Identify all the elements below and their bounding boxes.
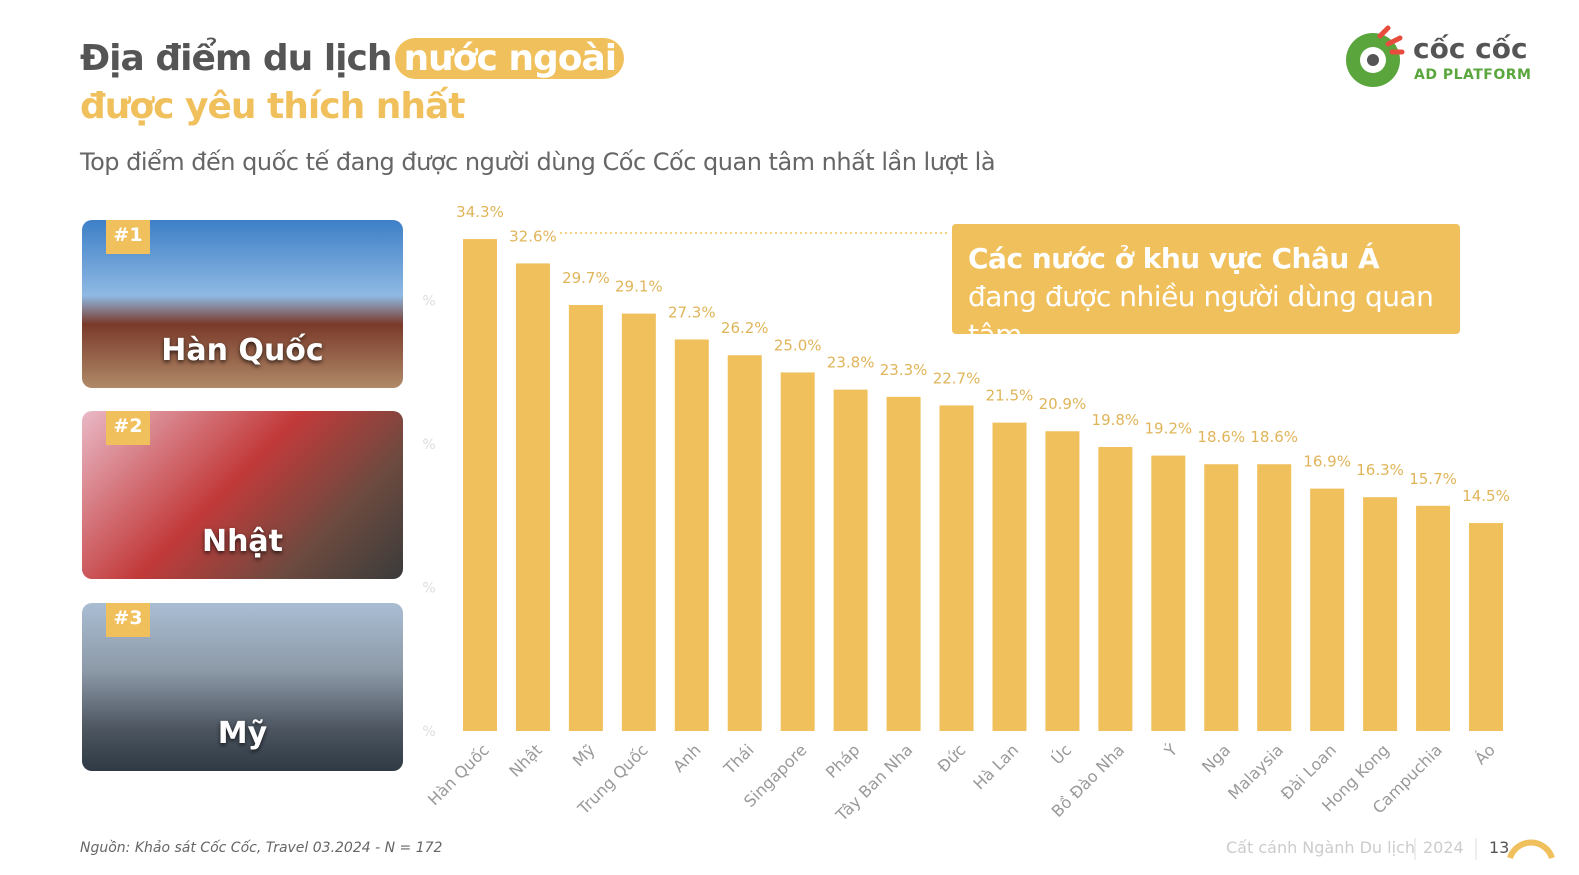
value-label: 19.2% [1144, 420, 1192, 438]
value-label: 29.1% [615, 278, 663, 296]
x-tick-label: Malaysia [1224, 740, 1287, 803]
x-tick-label: Đức [934, 740, 970, 776]
bar [1151, 455, 1186, 731]
value-label: 27.3% [668, 303, 716, 321]
value-label: 26.2% [721, 319, 769, 337]
rank-badge: #2 [106, 411, 150, 445]
bar [1416, 505, 1451, 731]
value-label: 22.7% [933, 369, 981, 387]
logo-tagline: AD PLATFORM [1414, 67, 1532, 83]
destination-name: Nhật [201, 524, 284, 559]
x-tick-label: Anh [669, 740, 705, 776]
x-tick-label: Mỹ [569, 740, 599, 770]
title-text: Địa điểm du lịch [80, 38, 392, 79]
source-note: Nguồn: Khảo sát Cốc Cốc, Travel 03.2024 … [80, 840, 443, 856]
title-line-2: được yêu thích nhất [80, 86, 465, 127]
value-label: 16.3% [1356, 461, 1404, 479]
bar [1363, 497, 1398, 731]
destination-card: #2 Nhật [82, 411, 403, 579]
logo-icon [1346, 25, 1405, 87]
x-tick-label: Pháp [822, 740, 864, 782]
value-label: 20.9% [1039, 395, 1087, 413]
value-label: 25.0% [774, 336, 822, 354]
logo-name: cốc cốc [1413, 32, 1528, 65]
value-label: 23.8% [827, 354, 875, 372]
x-tick-label: Hà Lan [969, 740, 1022, 793]
value-label: 23.3% [880, 361, 928, 379]
y-tick-label: % [422, 724, 435, 740]
x-tick-label: Nhật [505, 740, 545, 780]
bar [833, 389, 868, 731]
callout: Các nước ở khu vực Châu Á đang được nhiề… [952, 224, 1460, 351]
bar [1098, 447, 1133, 731]
bar [992, 422, 1027, 731]
value-label: 34.3% [456, 203, 504, 221]
bar [1469, 523, 1503, 731]
destination-card: #1 Hàn Quốc [82, 220, 403, 388]
bar [886, 396, 921, 731]
callout-text: đang được nhiều người dùng quan tâm. [968, 280, 1434, 351]
value-label: 15.7% [1409, 470, 1457, 488]
x-tick-label: Nga [1198, 740, 1234, 776]
value-label: 16.9% [1303, 453, 1351, 471]
value-label: 21.5% [986, 387, 1034, 405]
y-tick-label: % [422, 437, 435, 453]
bar [463, 239, 497, 732]
bar [1257, 464, 1292, 731]
x-tick-label: Áo [1471, 740, 1499, 768]
title: Địa điểm du lịch nước ngoài [80, 38, 625, 79]
footer-year: 2024 [1423, 838, 1464, 857]
x-tick-label: Thái [719, 740, 757, 778]
value-label: 14.5% [1462, 487, 1510, 505]
x-tick-label: Hàn Quốc [424, 740, 493, 809]
bar [1045, 431, 1080, 731]
destination-name: Hàn Quốc [161, 333, 324, 368]
bar [1310, 488, 1345, 731]
value-label: 18.6% [1250, 428, 1298, 446]
title-highlight: nước ngoài [395, 38, 625, 79]
value-label: 19.8% [1092, 411, 1140, 429]
value-label: 29.7% [562, 269, 610, 287]
footer-series: Cất cánh Ngành Du lịch [1226, 838, 1415, 857]
bar [515, 263, 550, 731]
rank-badge: #3 [106, 603, 150, 637]
footer-arc [1507, 839, 1555, 860]
bar [674, 339, 709, 731]
y-tick-label: % [422, 581, 435, 597]
bar [727, 355, 762, 731]
callout-bold: Các nước ở khu vực Châu Á [968, 242, 1380, 275]
bar [621, 313, 656, 731]
x-tick-label: Úc [1047, 740, 1075, 768]
x-tick-label: Ý [1160, 740, 1181, 761]
destination-card: #3 Mỹ [82, 603, 403, 771]
value-label: 32.6% [509, 227, 557, 245]
bar [1204, 464, 1239, 731]
page-number: 13 [1489, 838, 1510, 857]
bar [780, 372, 815, 731]
subtitle: Top điểm đến quốc tế đang được người dùn… [80, 148, 996, 176]
rank-badge: #1 [106, 220, 150, 254]
bar [568, 305, 603, 731]
bar [939, 405, 974, 731]
destination-name: Mỹ [217, 716, 268, 751]
value-label: 18.6% [1197, 428, 1245, 446]
y-tick-label: % [422, 294, 435, 310]
